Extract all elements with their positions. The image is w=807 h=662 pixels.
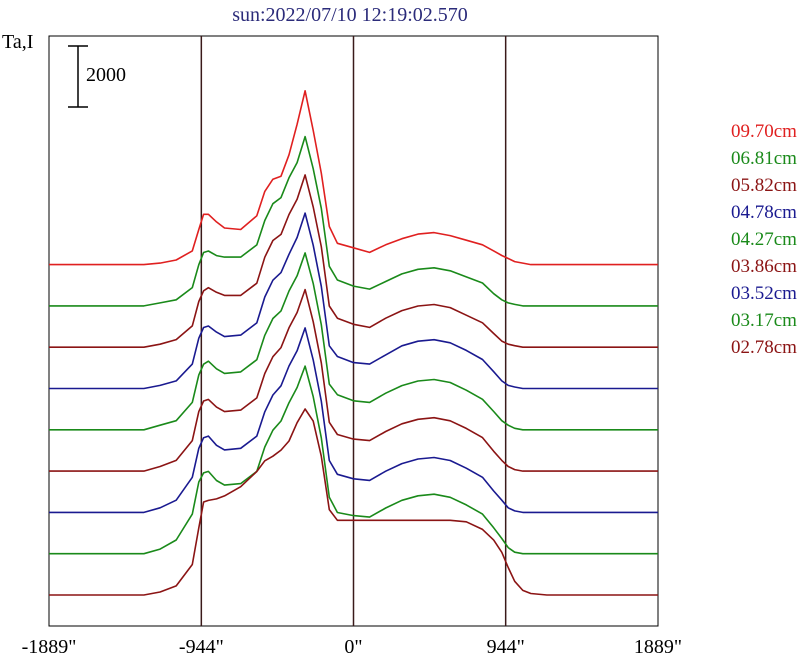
x-tick-label: 0" [344,636,363,658]
series-line-03.86cm [49,288,658,472]
legend-item: 04.27cm [731,229,797,250]
series-line-02.78cm [49,408,658,596]
scale-bar-label: 2000 [86,64,126,86]
legend-item: 04.78cm [731,202,797,223]
x-tick-label: -944" [178,636,224,658]
legend-item: 02.78cm [731,337,797,358]
x-tick-label: 1889" [633,636,683,658]
chart-title: sun:2022/07/10 12:19:02.570 [232,4,468,26]
series-line-06.81cm [49,135,658,307]
series-group [49,90,658,596]
legend-item: 09.70cm [731,121,797,142]
y-axis-label: Ta,I [2,31,34,53]
legend-item: 03.17cm [731,310,797,331]
series-line-03.17cm [49,365,658,555]
series-line-03.52cm [49,327,658,514]
legend: 09.70cm 06.81cm 05.82cm 04.78cm 04.27cm 03.86… [731,118,797,361]
legend-item: 03.86cm [731,256,797,277]
scale-bar [68,45,88,108]
x-tick-label: 944" [486,636,525,658]
series-line-04.78cm [49,212,658,390]
legend-item: 03.52cm [731,283,797,304]
legend-item: 06.81cm [731,148,797,169]
x-tick-label: -1889" [21,636,77,658]
series-line-04.27cm [49,252,658,431]
series-line-09.70cm [49,90,658,266]
legend-item: 05.82cm [731,175,797,196]
series-line-05.82cm [49,174,658,349]
